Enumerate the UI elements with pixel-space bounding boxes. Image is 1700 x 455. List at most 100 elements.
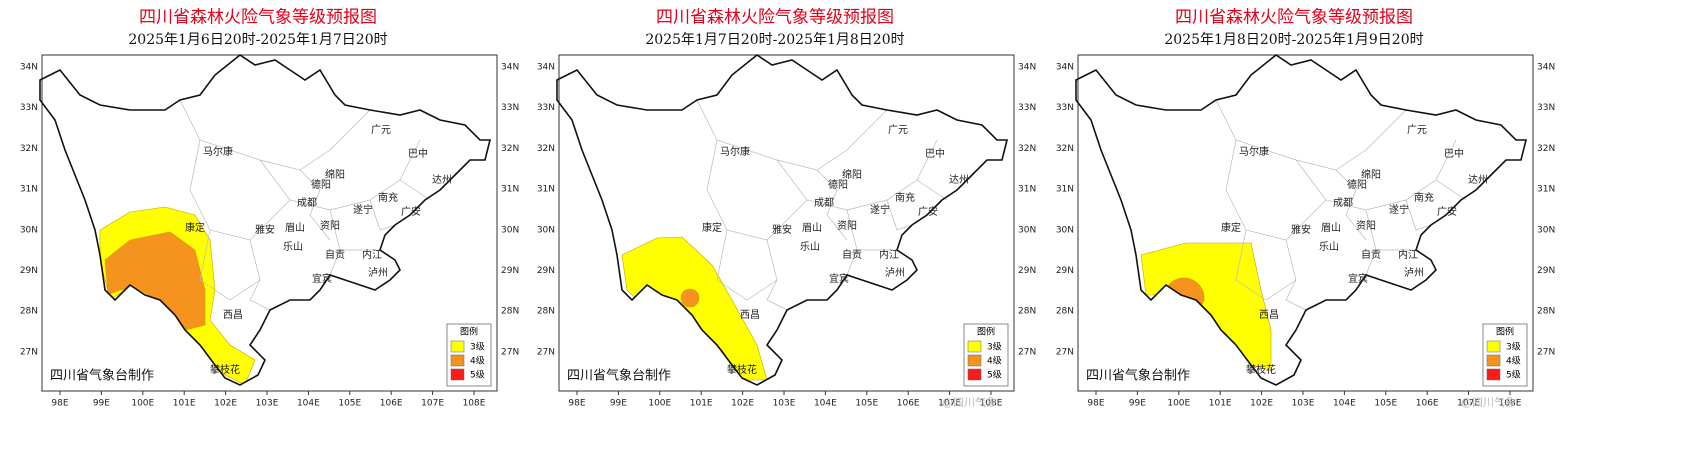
city-label: 西昌	[740, 309, 760, 321]
county-border	[1235, 229, 1297, 301]
city-label: 眉山	[802, 222, 822, 234]
lat-label-left: 29N	[537, 266, 555, 276]
county-border	[1365, 249, 1377, 276]
lat-label-left: 27N	[1056, 347, 1074, 357]
city-label: 遂宁	[870, 203, 890, 216]
lat-label-left: 32N	[1056, 144, 1074, 154]
lat-label-left: 31N	[537, 185, 555, 195]
county-border	[1225, 139, 1327, 241]
lon-label: 108E	[980, 399, 1003, 409]
lon-label: 102E	[214, 399, 237, 409]
city-label: 资阳	[837, 220, 857, 232]
county-border	[886, 199, 913, 231]
county-border	[259, 139, 421, 211]
fire-zone	[1163, 277, 1205, 319]
lon-label: 104E	[814, 399, 837, 409]
city-label: 成都	[814, 197, 834, 209]
city-label: 广安	[401, 205, 421, 218]
city-label: 眉山	[1321, 222, 1341, 234]
lat-label-left: 34N	[1056, 63, 1074, 73]
lon-label: 101E	[173, 399, 196, 409]
lat-label-left: 29N	[20, 266, 38, 276]
lon-label: 101E	[1209, 399, 1232, 409]
lon-label: 105E	[855, 399, 878, 409]
province-outline	[556, 54, 1009, 386]
fire-zones	[1140, 242, 1272, 371]
city-label: 雅安	[772, 223, 792, 236]
city-label: 广安	[1437, 205, 1457, 218]
city-label: 资阳	[1356, 220, 1376, 232]
city-label: 遂宁	[1389, 203, 1409, 216]
lat-label-right: 34N	[1018, 63, 1036, 73]
fire-zones	[99, 206, 256, 385]
lon-label: 98E	[1087, 399, 1104, 409]
lon-label: 107E	[421, 399, 444, 409]
fire-zone	[104, 231, 206, 331]
city-label: 康定	[185, 221, 205, 234]
county-border	[199, 229, 261, 301]
legend-label: 3级	[470, 341, 485, 353]
panel-title: 四川省森林火险气象等级预报图	[656, 8, 894, 28]
legend-label: 5级	[1506, 369, 1521, 381]
lon-label: 108E	[463, 399, 486, 409]
lat-label-right: 34N	[1537, 63, 1555, 73]
legend-label: 4级	[1506, 355, 1521, 367]
city-label: 内江	[879, 248, 899, 261]
county-border	[1295, 139, 1457, 211]
lat-label-right: 33N	[1537, 103, 1555, 113]
lat-label-right: 34N	[501, 63, 519, 73]
lat-label-right: 28N	[1018, 307, 1036, 317]
lat-label-left: 27N	[20, 347, 38, 357]
lon-label: 99E	[93, 399, 110, 409]
city-label: 资阳	[320, 220, 340, 232]
legend-label: 4级	[987, 355, 1002, 367]
lat-label-left: 29N	[1056, 266, 1074, 276]
lat-label-right: 32N	[1537, 144, 1555, 154]
legend-swatch	[1486, 354, 1501, 367]
city-label: 马尔康	[1239, 145, 1269, 158]
city-label: 成都	[1333, 197, 1353, 209]
lat-label-right: 32N	[1018, 144, 1036, 154]
city-label: 绵阳	[842, 168, 862, 181]
city-label: 雅安	[255, 223, 275, 236]
city-label: 达州	[432, 174, 452, 186]
city-label: 攀枝花	[210, 363, 240, 376]
lat-label-left: 28N	[537, 307, 555, 317]
lat-label-left: 33N	[20, 103, 38, 113]
legend-swatch	[450, 368, 465, 381]
city-label: 广元	[888, 124, 908, 136]
lon-label: 104E	[1333, 399, 1356, 409]
lon-label: 100E	[131, 399, 154, 409]
panel-subtitle: 2025年1月6日20时-2025年1月7日20时	[128, 32, 387, 48]
city-label: 绵阳	[325, 168, 345, 181]
panel: 四川省森林火险气象等级预报图 2025年1月6日20时-2025年1月7日20时马…	[20, 8, 519, 409]
city-label: 内江	[1398, 248, 1418, 261]
county-border	[766, 239, 788, 311]
lat-label-left: 34N	[537, 63, 555, 73]
legend-swatch	[450, 354, 465, 367]
legend-label: 3级	[1506, 341, 1521, 353]
panel-title: 四川省森林火险气象等级预报图	[1175, 8, 1413, 28]
lat-label-right: 31N	[1537, 185, 1555, 195]
lon-label: 99E	[1129, 399, 1146, 409]
lon-label: 107E	[1457, 399, 1480, 409]
county-border	[846, 249, 858, 276]
county-border	[816, 169, 848, 241]
city-label: 巴中	[408, 147, 428, 160]
county-border	[696, 99, 888, 171]
lat-label-right: 33N	[1018, 103, 1036, 113]
lon-label: 102E	[731, 399, 754, 409]
legend: 图例 3级 4级 5级	[446, 323, 492, 387]
lat-label-right: 27N	[1537, 347, 1555, 357]
city-label: 康定	[1221, 221, 1241, 234]
lat-label-right: 30N	[1018, 225, 1036, 235]
city-label: 德阳	[1347, 178, 1367, 191]
legend-swatch	[967, 368, 982, 381]
county-border	[179, 99, 371, 171]
city-label: 泸州	[885, 267, 905, 279]
legend-swatch	[1486, 340, 1501, 353]
lat-label-right: 31N	[1018, 185, 1036, 195]
credit: 四川省气象台制作	[1086, 368, 1190, 384]
county-border	[716, 229, 778, 301]
